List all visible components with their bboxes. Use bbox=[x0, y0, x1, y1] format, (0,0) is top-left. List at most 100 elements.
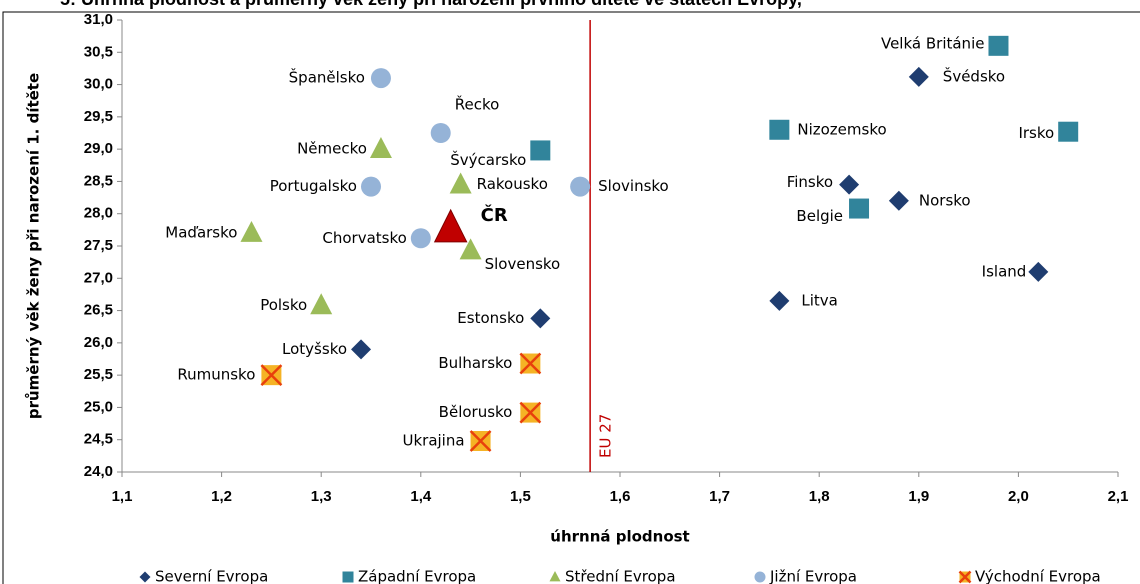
legend-label: Jižní Evropa bbox=[769, 568, 857, 584]
marker bbox=[430, 123, 451, 143]
chart-frame bbox=[2, 11, 1140, 584]
marker bbox=[530, 308, 551, 329]
marker-cross bbox=[519, 401, 542, 424]
legend-label: Východní Evropa bbox=[975, 568, 1101, 584]
point-label: Irsko bbox=[1018, 124, 1054, 142]
marker bbox=[530, 140, 551, 161]
x-tick-label: 1,5 bbox=[510, 488, 531, 505]
x-tick-label: 1,1 bbox=[112, 488, 133, 505]
marker bbox=[310, 293, 333, 315]
x-tick-label: 1,6 bbox=[610, 488, 631, 505]
marker-cross bbox=[260, 364, 283, 387]
point-label: Řecko bbox=[455, 95, 500, 114]
point-label: Polsko bbox=[260, 296, 307, 314]
x-tick-label: 2,1 bbox=[1108, 488, 1129, 505]
point-label: Litva bbox=[801, 291, 837, 309]
point-label: Nizozemsko bbox=[797, 120, 886, 138]
x-tick-label: 1,7 bbox=[709, 488, 730, 505]
y-tick-label: 26,0 bbox=[84, 334, 113, 351]
marker bbox=[839, 174, 860, 195]
point-label: Portugalsko bbox=[270, 177, 357, 195]
legend-marker bbox=[958, 570, 972, 584]
legend-marker bbox=[342, 571, 354, 583]
point-label: Belgie bbox=[796, 207, 843, 225]
marker bbox=[519, 401, 542, 424]
point-label: Velká Británie bbox=[881, 34, 984, 52]
legend-label: Západní Evropa bbox=[358, 568, 476, 584]
y-tick-label: 24,0 bbox=[84, 463, 113, 480]
marker-cross bbox=[519, 352, 542, 375]
y-tick-label: 31,0 bbox=[84, 11, 113, 28]
point-label: Švédsko bbox=[943, 66, 1005, 85]
marker bbox=[769, 119, 790, 140]
point-label: Rakousko bbox=[477, 175, 548, 193]
x-tick-label: 1,2 bbox=[211, 488, 232, 505]
x-axis-title: úhrnná plodnost bbox=[550, 528, 689, 546]
point-label: Ukrajina bbox=[402, 432, 464, 450]
marker-cross bbox=[469, 430, 492, 452]
point-label: Lotyšsko bbox=[282, 340, 347, 358]
marker bbox=[908, 66, 929, 87]
marker bbox=[370, 68, 391, 89]
point-label: Estonsko bbox=[457, 309, 524, 327]
legend-label: Střední Evropa bbox=[565, 568, 676, 584]
y-tick-label: 29,0 bbox=[84, 140, 113, 157]
x-tick-label: 1,9 bbox=[908, 488, 929, 505]
y-tick-label: 26,5 bbox=[84, 302, 113, 319]
marker bbox=[369, 137, 392, 158]
y-tick-label: 24,5 bbox=[84, 431, 113, 448]
point-label: Maďarsko bbox=[165, 224, 237, 242]
marker bbox=[888, 190, 909, 211]
point-label: Bělorusko bbox=[439, 403, 513, 421]
reference-label: EU 27 bbox=[597, 414, 615, 458]
marker bbox=[849, 198, 870, 219]
marker bbox=[351, 339, 372, 360]
point-label: Slovinsko bbox=[598, 177, 669, 195]
point-label: Norsko bbox=[919, 191, 971, 209]
marker bbox=[1028, 261, 1049, 282]
legend-marker bbox=[549, 570, 561, 582]
point-label: Německo bbox=[297, 140, 367, 158]
marker bbox=[260, 364, 283, 387]
marker bbox=[361, 176, 381, 197]
marker bbox=[449, 172, 472, 194]
marker bbox=[570, 176, 591, 197]
point-label: Švýcarsko bbox=[450, 150, 526, 169]
y-tick-label: 27,0 bbox=[84, 269, 113, 286]
x-tick-label: 2,0 bbox=[1008, 488, 1029, 505]
y-tick-label: 30,0 bbox=[84, 76, 113, 93]
y-tick-label: 28,5 bbox=[84, 172, 113, 189]
y-tick-label: 28,0 bbox=[84, 205, 113, 222]
point-label: Bulharsko bbox=[438, 354, 512, 372]
highlight-label: ČR bbox=[481, 204, 508, 226]
point-label: Španělsko bbox=[289, 68, 365, 87]
x-tick-label: 1,3 bbox=[311, 488, 332, 505]
legend-marker bbox=[139, 571, 151, 583]
marker bbox=[240, 220, 263, 242]
marker bbox=[410, 228, 431, 249]
marker bbox=[459, 238, 482, 260]
y-tick-label: 30,5 bbox=[84, 43, 113, 60]
marker bbox=[519, 352, 542, 375]
marker-cross bbox=[958, 570, 972, 584]
x-tick-label: 1,8 bbox=[809, 488, 830, 505]
highlight-marker bbox=[433, 208, 468, 243]
marker bbox=[469, 430, 492, 452]
x-tick-label: 1,4 bbox=[410, 488, 432, 505]
y-axis-title: průměrný věk ženy při narození 1. dítěte bbox=[25, 73, 43, 419]
y-tick-label: 29,5 bbox=[84, 108, 113, 125]
point-label: Island bbox=[982, 262, 1027, 280]
marker bbox=[988, 35, 1009, 56]
point-label: Slovensko bbox=[485, 255, 561, 273]
point-label: Chorvatsko bbox=[322, 229, 406, 247]
marker bbox=[1058, 121, 1079, 142]
point-label: Finsko bbox=[787, 173, 833, 191]
chart-title: 5: Úhrnná plodnost a průměrný věk ženy p… bbox=[60, 0, 802, 9]
point-label: Rumunsko bbox=[177, 366, 255, 384]
legend-marker bbox=[754, 571, 766, 583]
y-tick-label: 25,5 bbox=[84, 366, 113, 383]
y-tick-label: 25,0 bbox=[84, 398, 113, 415]
legend-label: Severní Evropa bbox=[155, 568, 268, 584]
